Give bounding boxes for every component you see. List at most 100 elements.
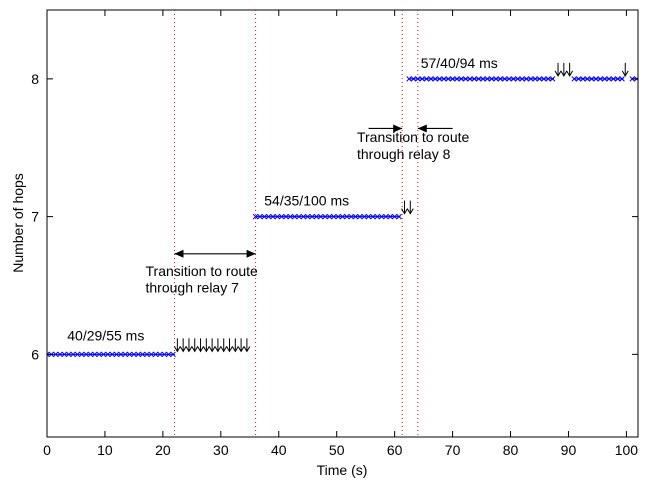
annotation-transition-8-line1: Transition to route (357, 129, 470, 145)
data-point (257, 213, 263, 220)
x-tick-label: 100 (615, 442, 639, 458)
data-point (370, 213, 376, 220)
packet-loss-arrow (401, 200, 408, 215)
data-point (326, 213, 333, 220)
data-point (571, 76, 578, 82)
data-point (339, 213, 346, 220)
y-tick-label: 6 (31, 346, 39, 362)
data-point (348, 213, 354, 220)
data-point (406, 76, 412, 82)
transition-arrow (174, 249, 256, 258)
data-point (318, 213, 324, 220)
data-point (471, 76, 478, 82)
packet-loss-arrow (560, 62, 568, 77)
data-point (378, 213, 385, 220)
packet-loss-markers (173, 62, 629, 353)
data-point (601, 76, 608, 82)
data-point (126, 351, 133, 358)
data-point (165, 351, 172, 358)
data-point (610, 76, 617, 82)
data-point (428, 76, 434, 82)
packet-loss-arrow (191, 338, 199, 353)
packet-loss-arrow (621, 62, 629, 77)
data-point (506, 76, 512, 82)
data-point (122, 351, 128, 358)
data-point (493, 76, 499, 82)
data-point (139, 351, 146, 358)
data-point (270, 213, 276, 220)
data-point (541, 76, 547, 82)
annotation-transition-7-line1: Transition to route (146, 263, 259, 279)
annotations: 40/29/55 ms 54/35/100 ms 57/40/94 ms Transi… (67, 55, 498, 344)
data-point (475, 76, 482, 82)
data-point (415, 76, 421, 82)
data-point (79, 351, 85, 358)
data-point (410, 76, 417, 82)
data-point (528, 76, 534, 82)
data-point (65, 351, 72, 358)
packet-loss-arrow (406, 200, 414, 215)
data-point (387, 213, 394, 220)
packet-loss-arrow (214, 338, 222, 353)
data-point (374, 213, 381, 220)
x-tick-label: 60 (387, 442, 403, 458)
x-tick-label: 0 (43, 442, 51, 458)
data-point (265, 213, 272, 220)
packet-loss-arrow (173, 338, 181, 353)
packet-loss-arrow (202, 338, 210, 353)
data-point (335, 213, 341, 220)
data-point (593, 76, 599, 82)
data-point (423, 76, 430, 82)
data-point (152, 351, 159, 358)
data-point (580, 76, 586, 82)
x-tick-label: 90 (561, 442, 577, 458)
packet-loss-arrow (231, 338, 239, 353)
packet-loss-arrow (220, 338, 228, 353)
data-point (545, 76, 551, 82)
x-tick-label: 30 (213, 442, 229, 458)
data-point (283, 213, 289, 220)
data-point (449, 76, 456, 82)
packet-loss-arrow (566, 62, 574, 77)
data-point (70, 351, 76, 358)
data-point (170, 351, 176, 358)
data-point (304, 213, 311, 220)
x-axis-label: Time (s) (317, 462, 368, 478)
data-point (157, 351, 163, 358)
data-point (313, 213, 320, 220)
data-point (74, 351, 81, 358)
data-point (484, 76, 491, 82)
data-point (96, 351, 102, 358)
data-point (462, 76, 469, 82)
data-point (614, 76, 621, 82)
data-point (584, 76, 591, 82)
x-tick-label: 70 (445, 442, 461, 458)
data-point (441, 76, 447, 82)
data-point (278, 213, 285, 220)
data-point (432, 76, 438, 82)
data-point (309, 213, 315, 220)
transition-arrow (417, 124, 453, 133)
data-point (515, 76, 521, 82)
data-point (383, 213, 389, 220)
x-tick-label: 50 (329, 442, 345, 458)
data-point (606, 76, 612, 82)
data-point (100, 351, 107, 358)
data-point (454, 76, 460, 82)
data-point (532, 76, 538, 82)
transition-arrows (174, 124, 453, 258)
packet-loss-arrow (185, 338, 193, 353)
annotation-label-6: 40/29/55 ms (67, 328, 144, 344)
data-point (83, 351, 89, 358)
data-point (510, 76, 517, 82)
data-point (519, 76, 525, 82)
data-point (148, 351, 155, 358)
y-tick-label: 7 (31, 209, 39, 225)
packet-loss-arrow (197, 338, 204, 353)
data-point (436, 76, 443, 82)
data-point (291, 213, 298, 220)
data-point (357, 213, 363, 220)
annotation-label-8: 57/40/94 ms (421, 55, 498, 71)
axis-ticks: 0 10 20 30 40 50 60 70 80 90 100 6 7 8 (31, 10, 638, 458)
